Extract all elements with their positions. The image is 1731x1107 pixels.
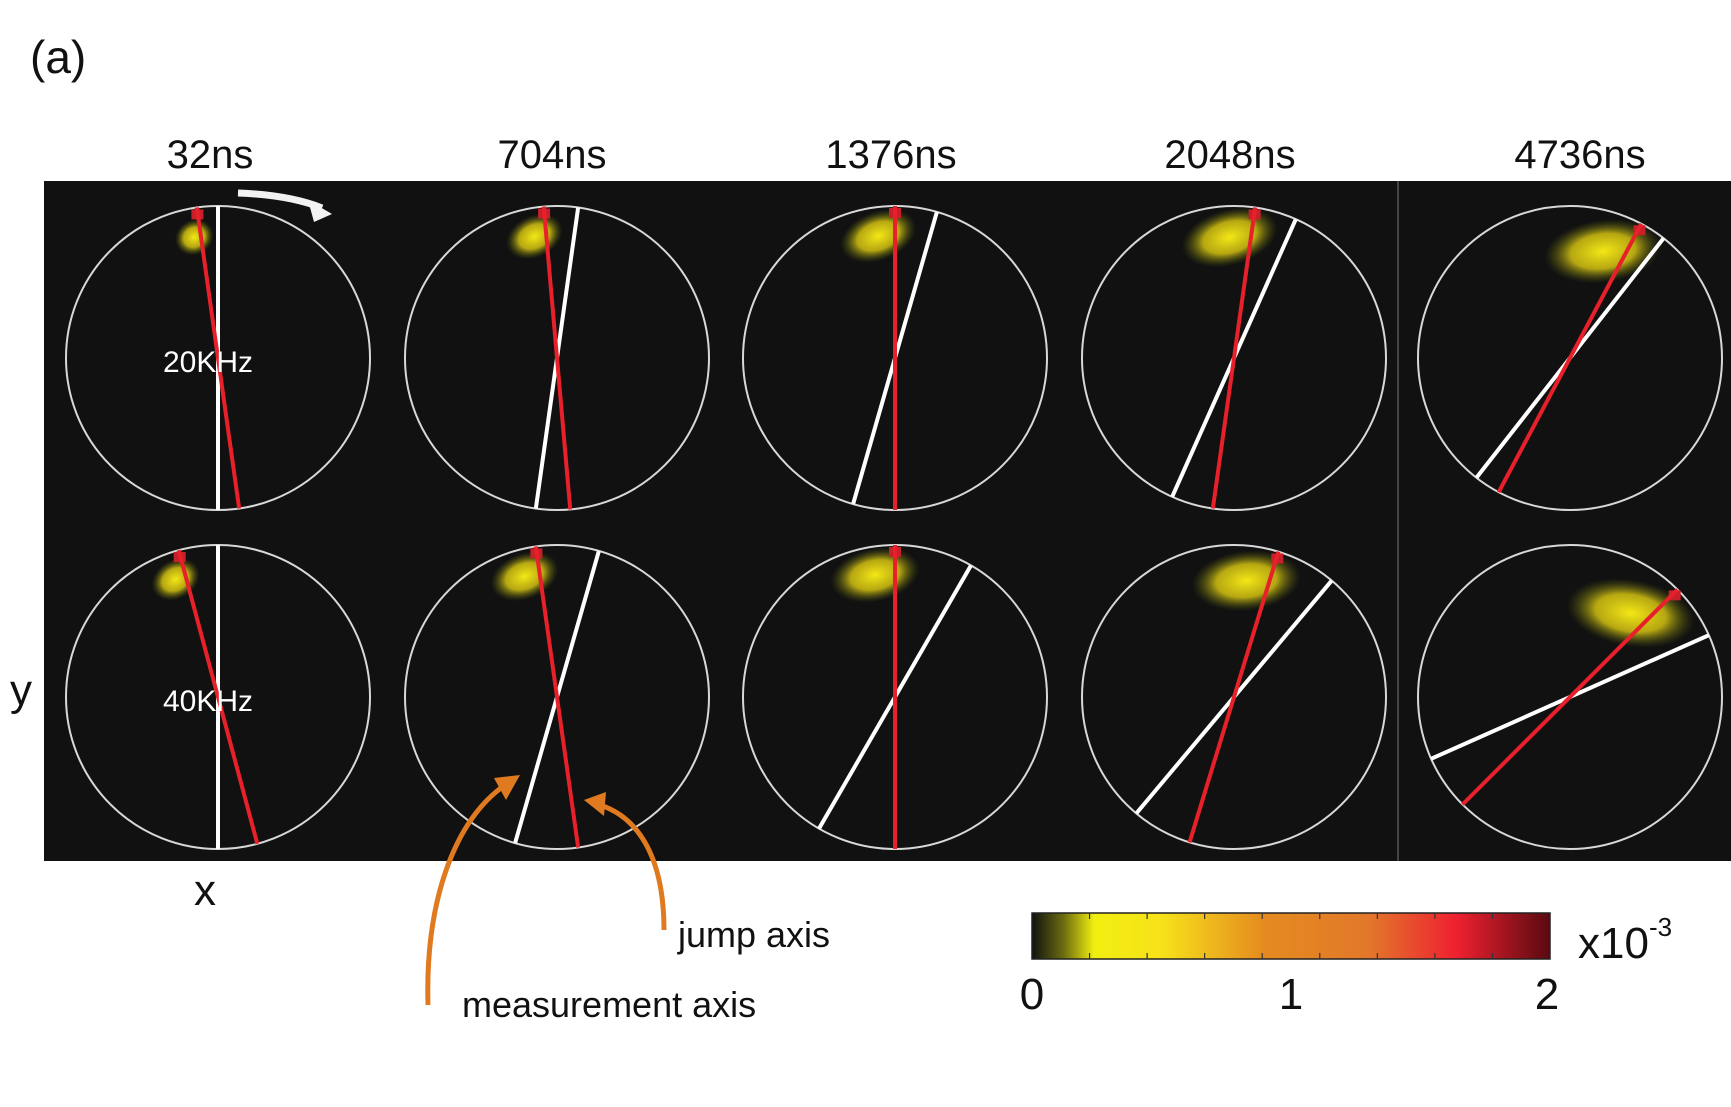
colorbar-scale-exponent: -3 bbox=[1648, 912, 1673, 942]
colorbar bbox=[1031, 912, 1551, 960]
jump-axis-line bbox=[541, 206, 573, 510]
time-label-2: 704ns bbox=[497, 133, 607, 177]
time-label-4: 2048ns bbox=[1164, 133, 1296, 177]
bloch-circle bbox=[1081, 205, 1387, 511]
colorbar-tick-0: 0 bbox=[1019, 970, 1045, 1019]
panel-background bbox=[44, 181, 1731, 861]
population-blob bbox=[1566, 578, 1695, 648]
bloch-circle bbox=[404, 544, 710, 850]
jump-axis-line bbox=[176, 549, 260, 845]
population-blob bbox=[840, 209, 917, 263]
measurement-axis-arrow-head bbox=[494, 775, 520, 800]
time-label-5: 4736ns bbox=[1514, 133, 1646, 177]
colorbar-scale-base: x10 bbox=[1578, 919, 1649, 968]
bloch-circle bbox=[1417, 544, 1723, 850]
jump-axis-arrow-head bbox=[584, 792, 606, 816]
jump-axis-arrow bbox=[599, 802, 667, 931]
frequency-label: 20KHz bbox=[163, 346, 253, 379]
time-label-3: 1376ns bbox=[825, 133, 957, 177]
population-blob bbox=[1544, 219, 1662, 284]
jump-axis-line bbox=[1210, 207, 1258, 509]
jump-axis-line bbox=[1496, 222, 1644, 494]
jump-axis-line bbox=[1461, 588, 1679, 806]
panel-label: (a) bbox=[30, 31, 87, 83]
population-blob bbox=[830, 547, 920, 603]
population-peak bbox=[1668, 590, 1681, 601]
jump-axis-line bbox=[194, 207, 242, 509]
time-label-1: 32ns bbox=[166, 133, 254, 177]
jump-axis-line bbox=[1187, 551, 1281, 843]
colorbar-tick-1: 1 bbox=[1278, 970, 1304, 1019]
bloch-circle bbox=[404, 205, 710, 511]
colorbar-tick-2: 2 bbox=[1534, 970, 1560, 1019]
bloch-circle bbox=[1081, 544, 1387, 850]
jump-axis-line bbox=[533, 546, 581, 848]
y-axis-label: y bbox=[10, 666, 32, 715]
jump-axis-label: jump axis bbox=[678, 914, 831, 955]
frequency-label: 40KHz bbox=[163, 685, 253, 718]
bloch-circle bbox=[1417, 205, 1723, 511]
measurement-axis-label: measurement axis bbox=[462, 984, 757, 1025]
colorbar-scale-label: x10-3 bbox=[1578, 912, 1672, 969]
measurement-axis-arrow bbox=[425, 782, 507, 1006]
x-axis-label: x bbox=[194, 866, 216, 915]
rotation-arrow-head bbox=[308, 200, 332, 222]
